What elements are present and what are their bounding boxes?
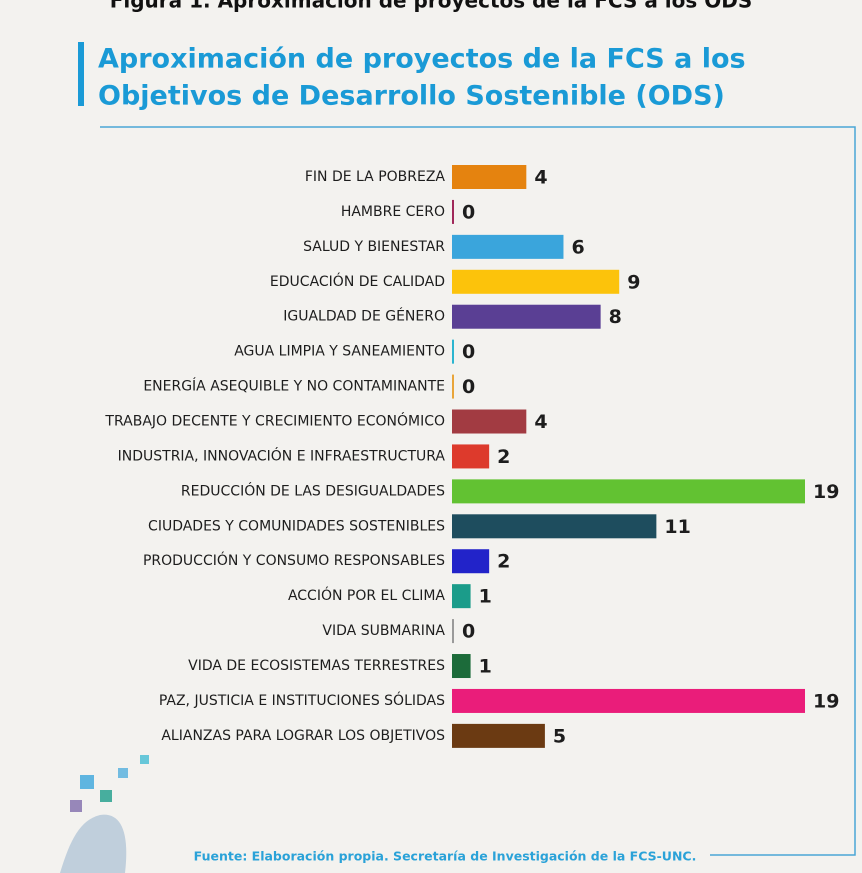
- bar: [452, 723, 545, 748]
- chart-title: Objetivos de Desarrollo Sostenible (ODS): [98, 81, 725, 112]
- source: Fuente: Elaboración propia. Secretaría d…: [194, 849, 697, 864]
- value-label: 2: [497, 551, 510, 573]
- value-label: 2: [497, 446, 510, 468]
- bar: [452, 165, 527, 189]
- value-label: 0: [462, 201, 475, 223]
- category-label: SALUD Y BIENESTAR: [303, 239, 445, 255]
- category-label: REDUCCIÓN DE LAS DESIGUALDADES: [181, 481, 445, 499]
- value-label: 1: [479, 586, 492, 608]
- value-label: 0: [462, 376, 475, 398]
- bar: [452, 688, 805, 713]
- value-label: 9: [627, 271, 640, 293]
- bar: [452, 549, 490, 574]
- bar: [452, 479, 805, 504]
- value-label: 5: [553, 725, 566, 747]
- bar: [452, 339, 454, 364]
- category-label: PRODUCCIÓN Y CONSUMO RESPONSABLES: [143, 551, 445, 569]
- value-label: 0: [462, 621, 475, 643]
- category-label: TRABAJO DECENTE Y CRECIMIENTO ECONÓMICO: [104, 412, 445, 430]
- frame: [100, 126, 856, 856]
- category-label: VIDA SUBMARINA: [322, 623, 445, 639]
- value-label: 4: [534, 411, 547, 433]
- category-label: HAMBRE CERO: [341, 204, 445, 220]
- bar: [452, 619, 454, 644]
- bar: [452, 304, 601, 329]
- bar: [452, 199, 454, 224]
- category-label: ENERGÍA ASEQUIBLE Y NO CONTAMINANTE: [143, 378, 445, 395]
- category-label: FIN DE LA POBREZA: [305, 169, 446, 185]
- value-label: 4: [534, 167, 547, 189]
- chart-title: Aproximación de proyectos de la FCS a lo…: [98, 44, 746, 75]
- value-label: 6: [571, 236, 584, 258]
- category-label: AGUA LIMPIA Y SANEAMIENTO: [234, 344, 445, 360]
- caption: Figura 1. Aproximación de proyectos de l…: [110, 0, 753, 13]
- bar: [452, 584, 471, 609]
- category-label: IGUALDAD DE GÉNERO: [283, 308, 445, 325]
- category-label: ALIANZAS PARA LOGRAR LOS OBJETIVOS: [161, 728, 445, 744]
- category-label: ACCIÓN POR EL CLIMA: [288, 586, 445, 604]
- category-label: PAZ, JUSTICIA E INSTITUCIONES SÓLIDAS: [159, 691, 445, 709]
- value-label: 11: [664, 516, 690, 538]
- bar: [452, 514, 657, 539]
- category-label: EDUCACIÓN DE CALIDAD: [270, 272, 445, 290]
- value-label: 19: [813, 690, 839, 712]
- decoration: [60, 755, 149, 873]
- category-label: CIUDADES Y COMUNIDADES SOSTENIBLES: [148, 518, 445, 534]
- value-label: 0: [462, 341, 475, 363]
- value-label: 8: [609, 306, 622, 328]
- bar: [452, 234, 564, 259]
- bar: [452, 444, 490, 469]
- bar: [452, 409, 527, 434]
- value-label: 19: [813, 481, 839, 503]
- value-label: 1: [479, 656, 492, 678]
- title-accent: [78, 42, 84, 106]
- category-label: VIDA DE ECOSISTEMAS TERRESTRES: [188, 658, 445, 674]
- bar: [452, 654, 471, 679]
- bar: [452, 269, 620, 294]
- category-label: INDUSTRIA, INNOVACIÓN E INFRAESTRUCTURA: [118, 446, 446, 464]
- bar: [452, 374, 454, 399]
